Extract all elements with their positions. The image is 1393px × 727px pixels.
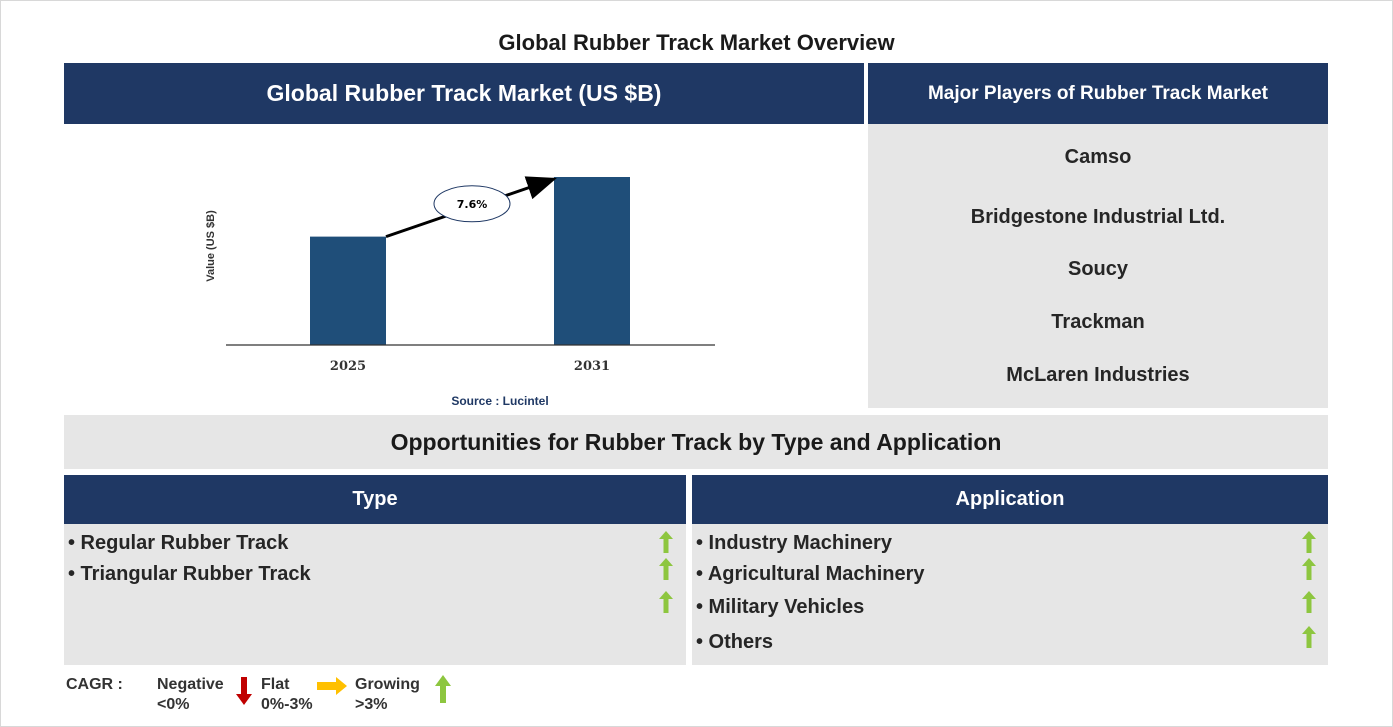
x-tick-label: 2031 [574, 359, 610, 374]
players-panel: Camso Bridgestone Industrial Ltd. Soucy … [868, 124, 1328, 408]
legend-negative-label: Negative [157, 676, 224, 693]
growing-arrow-icon [435, 675, 451, 703]
bar-2025 [310, 236, 386, 345]
type-item: • Triangular Rubber Track [68, 563, 311, 585]
legend-growing-label: Growing [355, 676, 420, 693]
player-item: Bridgestone Industrial Ltd. [970, 206, 1226, 228]
player-item: McLaren Industries [1006, 364, 1190, 386]
player-item: Camso [1064, 146, 1132, 168]
type-item: • Regular Rubber Track [68, 532, 289, 554]
source-label: Source : Lucintel [451, 394, 548, 408]
bar-2031 [554, 177, 630, 345]
legend-flat-label: Flat [261, 676, 290, 693]
flat-arrow-icon [317, 677, 347, 695]
application-item: • Industry Machinery [696, 532, 892, 554]
application-item: • Military Vehicles [696, 596, 865, 618]
negative-arrow-icon [236, 677, 252, 705]
cagr-bubble [433, 185, 511, 223]
market-chart: 2025 2031 Value (US $B) 7.6% Source : Luc… [64, 124, 864, 414]
player-item: Trackman [1051, 311, 1145, 333]
players-header: Major Players of Rubber Track Market [868, 63, 1328, 124]
application-item: • Agricultural Machinery [696, 563, 925, 585]
growing-arrow-icon [1302, 531, 1316, 553]
opportunities-title: Opportunities for Rubber Track by Type a… [64, 415, 1328, 469]
y-axis-label: Value (US $B) [205, 210, 217, 282]
legend-flat-range: 0%-3% [261, 696, 313, 713]
legend-growing-range: >3% [355, 696, 388, 713]
page-title: Global Rubber Track Market Overview [498, 30, 895, 55]
application-header: Application [692, 475, 1328, 524]
legend-negative: Negative <0% [157, 675, 224, 715]
legend-flat: Flat 0%-3% [261, 675, 313, 715]
market-chart-header: Global Rubber Track Market (US $B) [64, 63, 864, 124]
application-panel: • Industry Machinery • Agricultural Mach… [692, 524, 1328, 665]
legend-growing: Growing >3% [355, 675, 420, 715]
growing-arrow-icon [659, 531, 673, 553]
type-panel: • Regular Rubber Track • Triangular Rubb… [64, 524, 686, 665]
growing-arrow-icon [1302, 626, 1316, 648]
legend-negative-range: <0% [157, 696, 190, 713]
growing-arrow-icon [659, 591, 673, 613]
player-item: Soucy [1067, 258, 1129, 280]
growing-arrow-icon [659, 558, 673, 580]
growing-arrow-icon [1302, 591, 1316, 613]
type-header: Type [64, 475, 686, 524]
x-tick-label: 2025 [330, 359, 366, 374]
application-item: • Others [696, 631, 774, 653]
cagr-legend-label: CAGR : [66, 676, 123, 693]
growing-arrow-icon [1302, 558, 1316, 580]
cagr-annotation: 7.6% [457, 198, 488, 211]
market-bar-chart: 2025 2031 Value (US $B) 7.6% Source : Luc… [205, 176, 715, 408]
